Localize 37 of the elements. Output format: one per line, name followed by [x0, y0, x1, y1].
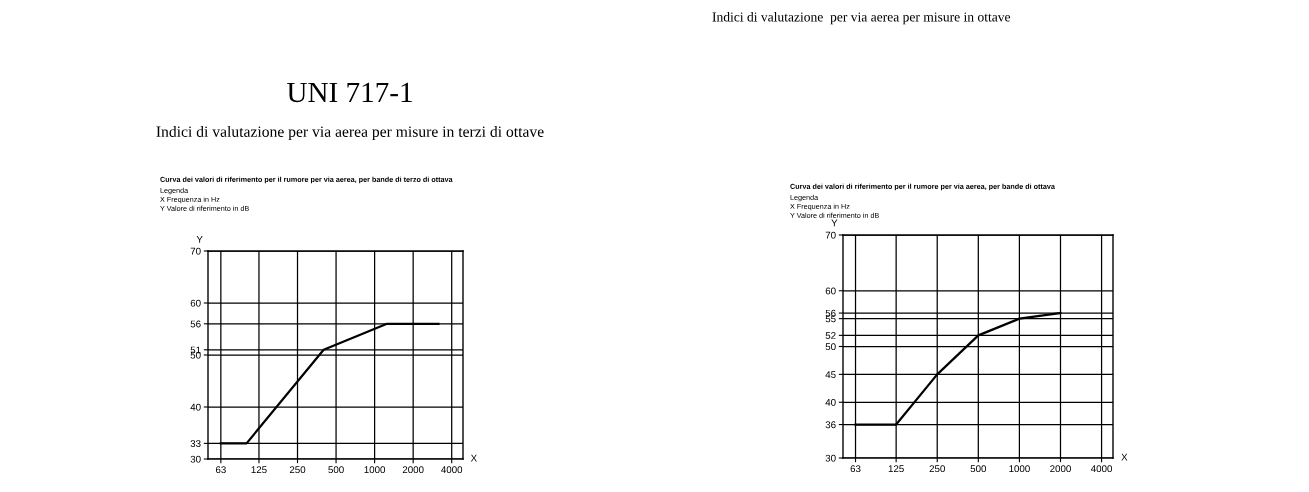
x-tick-label: 250: [929, 465, 945, 473]
x-tick-label: 1000: [364, 466, 386, 474]
x-tick-label: 125: [251, 466, 267, 474]
y-axis-title: Y: [831, 219, 838, 227]
y-tick-label: 56: [825, 309, 836, 317]
y-tick-label: 45: [825, 371, 836, 378]
chart-subtitle: Indici di valutazione per via aerea per misure in terzi di ottave: [156, 125, 544, 141]
y-tick-label: 60: [825, 287, 836, 295]
x-tick-label: 500: [970, 465, 987, 473]
chart-title: UNI 717-1: [287, 82, 412, 103]
x-tick-label: 4000: [1090, 465, 1113, 473]
x-tick-label: 63: [850, 465, 861, 473]
x-tick-label: 4000: [441, 466, 463, 474]
x-axis-title: X: [470, 454, 477, 462]
y-tick-label: 36: [825, 421, 836, 429]
x-tick-label: 2000: [1050, 465, 1071, 473]
y-tick-label: 50: [825, 343, 836, 351]
y-tick-label: 70: [190, 247, 201, 255]
y-tick-label: 56: [190, 320, 201, 328]
x-tick-label: 125: [888, 465, 904, 473]
y-tick-label: 55: [825, 315, 836, 323]
y-tick-label: 40: [825, 398, 836, 406]
x-tick-label: 500: [328, 466, 344, 474]
x-tick-label: 250: [289, 466, 306, 474]
y-tick-label: 52: [825, 332, 836, 339]
y-tick-label: 30: [825, 454, 836, 462]
y-tick-label: 33: [190, 440, 201, 448]
y-tick-label: 30: [190, 455, 201, 463]
x-tick-label: 63: [215, 466, 226, 474]
chart-title: Indici di valutazione per via aerea per misure in ottave: [712, 12, 1011, 25]
y-tick-label: 70: [825, 231, 836, 239]
x-tick-label: 1000: [1009, 465, 1030, 473]
y-axis-title: Y: [196, 236, 203, 243]
x-tick-label: 2000: [402, 466, 424, 474]
x-axis-title: X: [1121, 453, 1128, 461]
y-tick-label: 40: [190, 403, 201, 411]
y-tick-label: 60: [190, 299, 201, 307]
